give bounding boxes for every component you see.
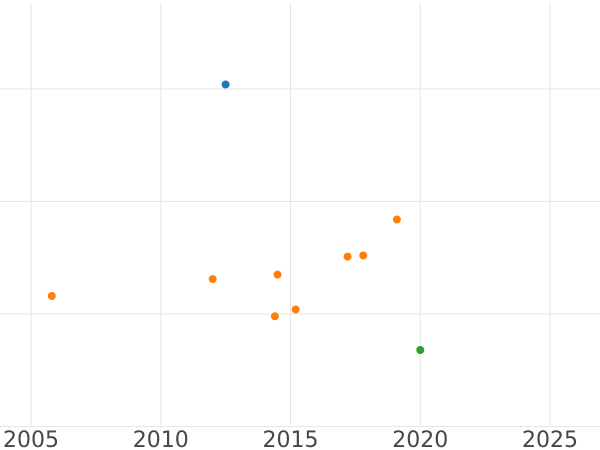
data-point-green — [416, 346, 425, 354]
data-point-blue — [221, 80, 230, 89]
data-point-orange — [273, 270, 282, 279]
data-point-orange — [270, 312, 279, 321]
x-tick-label: 2015 — [263, 428, 319, 450]
data-point-orange — [47, 292, 56, 300]
data-point-orange — [343, 252, 352, 261]
data-point-orange — [208, 275, 217, 284]
data-point-orange — [359, 251, 368, 260]
x-tick-label: 2010 — [133, 428, 189, 450]
x-tick-label: 2005 — [3, 428, 59, 450]
x-tick-label: 2025 — [522, 428, 578, 450]
x-tick-label: 2020 — [392, 428, 448, 450]
data-point-orange — [392, 215, 401, 224]
data-point-orange — [291, 305, 300, 314]
